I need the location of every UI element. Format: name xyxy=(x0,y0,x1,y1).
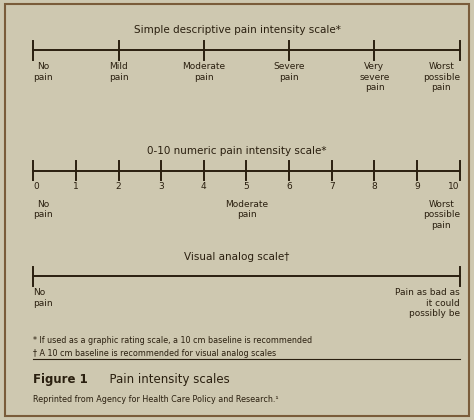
Text: Moderate
pain: Moderate pain xyxy=(225,200,268,219)
Text: Visual analog scale†: Visual analog scale† xyxy=(184,252,290,262)
Text: Very
severe
pain: Very severe pain xyxy=(359,62,390,92)
Text: Worst
possible
pain: Worst possible pain xyxy=(423,62,460,92)
Text: † A 10 cm baseline is recommended for visual analog scales: † A 10 cm baseline is recommended for vi… xyxy=(33,349,276,358)
Text: 10: 10 xyxy=(448,182,460,191)
Text: Simple descriptive pain intensity scale*: Simple descriptive pain intensity scale* xyxy=(134,25,340,35)
Text: Mild
pain: Mild pain xyxy=(109,62,128,81)
Text: 1: 1 xyxy=(73,182,79,191)
Text: 9: 9 xyxy=(414,182,420,191)
Text: 2: 2 xyxy=(116,182,121,191)
Text: * If used as a graphic rating scale, a 10 cm baseline is recommended: * If used as a graphic rating scale, a 1… xyxy=(33,336,312,345)
Text: No
pain: No pain xyxy=(33,62,53,81)
Text: 7: 7 xyxy=(329,182,335,191)
Text: 4: 4 xyxy=(201,182,207,191)
Text: 8: 8 xyxy=(372,182,377,191)
Text: 0-10 numeric pain intensity scale*: 0-10 numeric pain intensity scale* xyxy=(147,146,327,156)
Text: Pain as bad as
it could
possibly be: Pain as bad as it could possibly be xyxy=(395,288,460,318)
Text: No
pain: No pain xyxy=(33,200,53,219)
Text: Worst
possible
pain: Worst possible pain xyxy=(423,200,460,230)
Text: 0: 0 xyxy=(33,182,39,191)
Text: Figure 1: Figure 1 xyxy=(33,373,88,386)
Text: Reprinted from Agency for Health Care Policy and Research.¹: Reprinted from Agency for Health Care Po… xyxy=(33,395,279,404)
Text: 6: 6 xyxy=(286,182,292,191)
Text: Severe
pain: Severe pain xyxy=(273,62,305,81)
Text: Pain intensity scales: Pain intensity scales xyxy=(102,373,230,386)
Text: No
pain: No pain xyxy=(33,288,53,307)
Text: 3: 3 xyxy=(158,182,164,191)
Text: 5: 5 xyxy=(244,182,249,191)
Text: Moderate
pain: Moderate pain xyxy=(182,62,225,81)
